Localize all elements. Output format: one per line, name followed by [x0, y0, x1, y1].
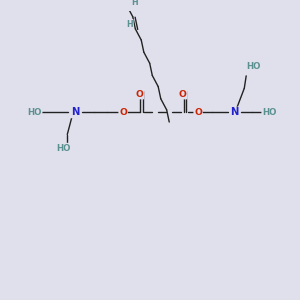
- Text: O: O: [194, 108, 202, 117]
- Text: N: N: [230, 107, 239, 117]
- Text: O: O: [119, 108, 127, 117]
- Text: HO: HO: [262, 108, 277, 117]
- Text: O: O: [179, 90, 187, 99]
- Text: O: O: [136, 90, 143, 99]
- Text: N: N: [71, 107, 79, 117]
- Text: HO: HO: [247, 62, 261, 71]
- Text: HO: HO: [56, 143, 70, 152]
- Text: H: H: [131, 0, 138, 7]
- Text: H: H: [126, 20, 133, 28]
- Text: HO: HO: [27, 108, 42, 117]
